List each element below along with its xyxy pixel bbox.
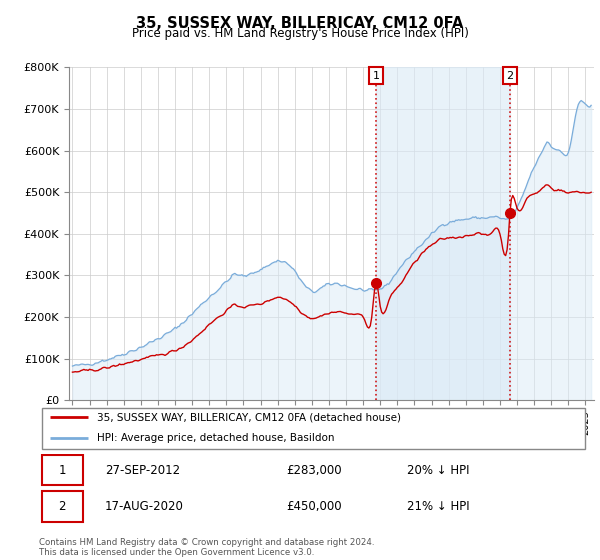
Text: 2: 2: [58, 500, 66, 513]
Text: 21% ↓ HPI: 21% ↓ HPI: [407, 500, 469, 513]
Text: HPI: Average price, detached house, Basildon: HPI: Average price, detached house, Basi…: [97, 433, 334, 444]
Text: 17-AUG-2020: 17-AUG-2020: [105, 500, 184, 513]
FancyBboxPatch shape: [42, 408, 585, 449]
Text: £283,000: £283,000: [286, 464, 341, 477]
Bar: [376, 67, 510, 400]
Text: 20% ↓ HPI: 20% ↓ HPI: [407, 464, 469, 477]
Text: Contains HM Land Registry data © Crown copyright and database right 2024.
This d: Contains HM Land Registry data © Crown c…: [39, 538, 374, 557]
Text: 35, SUSSEX WAY, BILLERICAY, CM12 0FA (detached house): 35, SUSSEX WAY, BILLERICAY, CM12 0FA (de…: [97, 412, 401, 422]
Text: 27-SEP-2012: 27-SEP-2012: [105, 464, 180, 477]
Text: £450,000: £450,000: [286, 500, 341, 513]
Text: 1: 1: [373, 71, 379, 81]
Text: Price paid vs. HM Land Registry's House Price Index (HPI): Price paid vs. HM Land Registry's House …: [131, 27, 469, 40]
FancyBboxPatch shape: [42, 455, 83, 486]
Text: 2: 2: [506, 71, 514, 81]
Text: 1: 1: [58, 464, 66, 477]
FancyBboxPatch shape: [42, 492, 83, 522]
Text: 35, SUSSEX WAY, BILLERICAY, CM12 0FA: 35, SUSSEX WAY, BILLERICAY, CM12 0FA: [136, 16, 464, 31]
